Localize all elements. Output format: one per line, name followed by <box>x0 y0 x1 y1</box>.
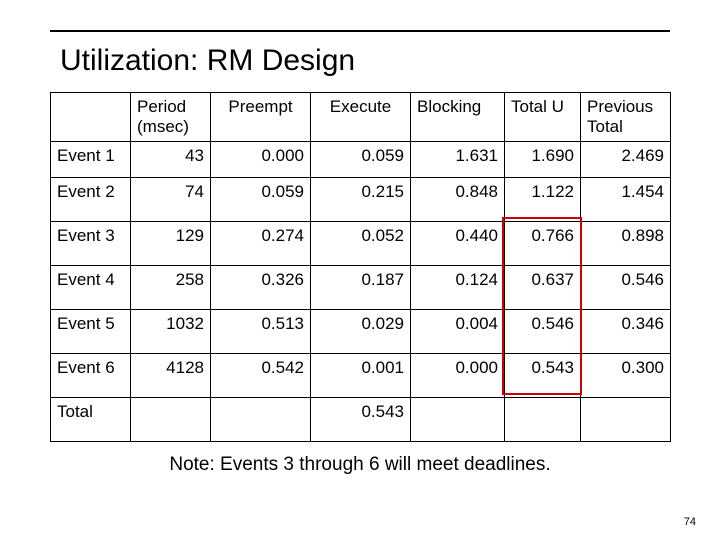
utilization-table: Period (msec) Preempt Execute Blocking T… <box>50 92 671 442</box>
table-row: Event 4 258 0.326 0.187 0.124 0.637 0.54… <box>51 266 671 310</box>
table-total-row: Total 0.543 <box>51 398 671 442</box>
row-label: Event 1 <box>51 142 131 178</box>
page-number: 74 <box>684 516 696 528</box>
table-row: Event 3 129 0.274 0.052 0.440 0.766 0.89… <box>51 222 671 266</box>
cell-period: 4128 <box>131 354 211 398</box>
col-blank <box>51 93 131 142</box>
cell-execute: 0.059 <box>311 142 411 178</box>
cell-execute: 0.187 <box>311 266 411 310</box>
col-totalU: Total U <box>505 93 581 142</box>
footnote: Note: Events 3 through 6 will meet deadl… <box>0 454 720 476</box>
cell-totalU: 0.637 <box>505 266 581 310</box>
cell-period: 43 <box>131 142 211 178</box>
cell-period: 258 <box>131 266 211 310</box>
cell-totalU: 0.546 <box>505 310 581 354</box>
cell-prev: 0.898 <box>581 222 671 266</box>
cell-totalU: 0.543 <box>505 354 581 398</box>
row-label: Event 6 <box>51 354 131 398</box>
col-period: Period (msec) <box>131 93 211 142</box>
cell-period: 74 <box>131 178 211 222</box>
cell-blank <box>581 398 671 442</box>
cell-prev: 0.300 <box>581 354 671 398</box>
utilization-table-wrap: Period (msec) Preempt Execute Blocking T… <box>50 92 670 442</box>
cell-execute: 0.215 <box>311 178 411 222</box>
cell-totalU: 1.122 <box>505 178 581 222</box>
col-blocking: Blocking <box>411 93 505 142</box>
table-row: Event 1 43 0.000 0.059 1.631 1.690 2.469 <box>51 142 671 178</box>
row-label: Event 2 <box>51 178 131 222</box>
cell-prev: 1.454 <box>581 178 671 222</box>
cell-execute: 0.052 <box>311 222 411 266</box>
col-prev: Previous Total <box>581 93 671 142</box>
slide: Utilization: RM Design Period (msec) Pre… <box>0 0 720 540</box>
table-header-row: Period (msec) Preempt Execute Blocking T… <box>51 93 671 142</box>
cell-totalU: 1.690 <box>505 142 581 178</box>
table-row: Event 2 74 0.059 0.215 0.848 1.122 1.454 <box>51 178 671 222</box>
cell-blocking: 1.631 <box>411 142 505 178</box>
cell-totalU: 0.766 <box>505 222 581 266</box>
table-row: Event 6 4128 0.542 0.001 0.000 0.543 0.3… <box>51 354 671 398</box>
cell-preempt: 0.059 <box>211 178 311 222</box>
cell-blocking: 0.000 <box>411 354 505 398</box>
cell-blank <box>211 398 311 442</box>
cell-execute: 0.001 <box>311 354 411 398</box>
cell-preempt: 0.542 <box>211 354 311 398</box>
cell-preempt: 0.326 <box>211 266 311 310</box>
top-rule <box>50 30 670 32</box>
row-label-total: Total <box>51 398 131 442</box>
row-label: Event 3 <box>51 222 131 266</box>
cell-blocking: 0.124 <box>411 266 505 310</box>
row-label: Event 4 <box>51 266 131 310</box>
cell-period: 1032 <box>131 310 211 354</box>
cell-blank <box>411 398 505 442</box>
row-label: Event 5 <box>51 310 131 354</box>
cell-preempt: 0.274 <box>211 222 311 266</box>
cell-blocking: 0.004 <box>411 310 505 354</box>
cell-prev: 0.346 <box>581 310 671 354</box>
cell-prev: 0.546 <box>581 266 671 310</box>
cell-execute: 0.029 <box>311 310 411 354</box>
page-title: Utilization: RM Design <box>60 44 355 78</box>
cell-blocking: 0.440 <box>411 222 505 266</box>
cell-blocking: 0.848 <box>411 178 505 222</box>
col-execute: Execute <box>311 93 411 142</box>
cell-prev: 2.469 <box>581 142 671 178</box>
table-row: Event 5 1032 0.513 0.029 0.004 0.546 0.3… <box>51 310 671 354</box>
cell-preempt: 0.513 <box>211 310 311 354</box>
cell-blank <box>505 398 581 442</box>
cell-preempt: 0.000 <box>211 142 311 178</box>
col-preempt: Preempt <box>211 93 311 142</box>
cell-blank <box>131 398 211 442</box>
cell-period: 129 <box>131 222 211 266</box>
cell-execute-total: 0.543 <box>311 398 411 442</box>
